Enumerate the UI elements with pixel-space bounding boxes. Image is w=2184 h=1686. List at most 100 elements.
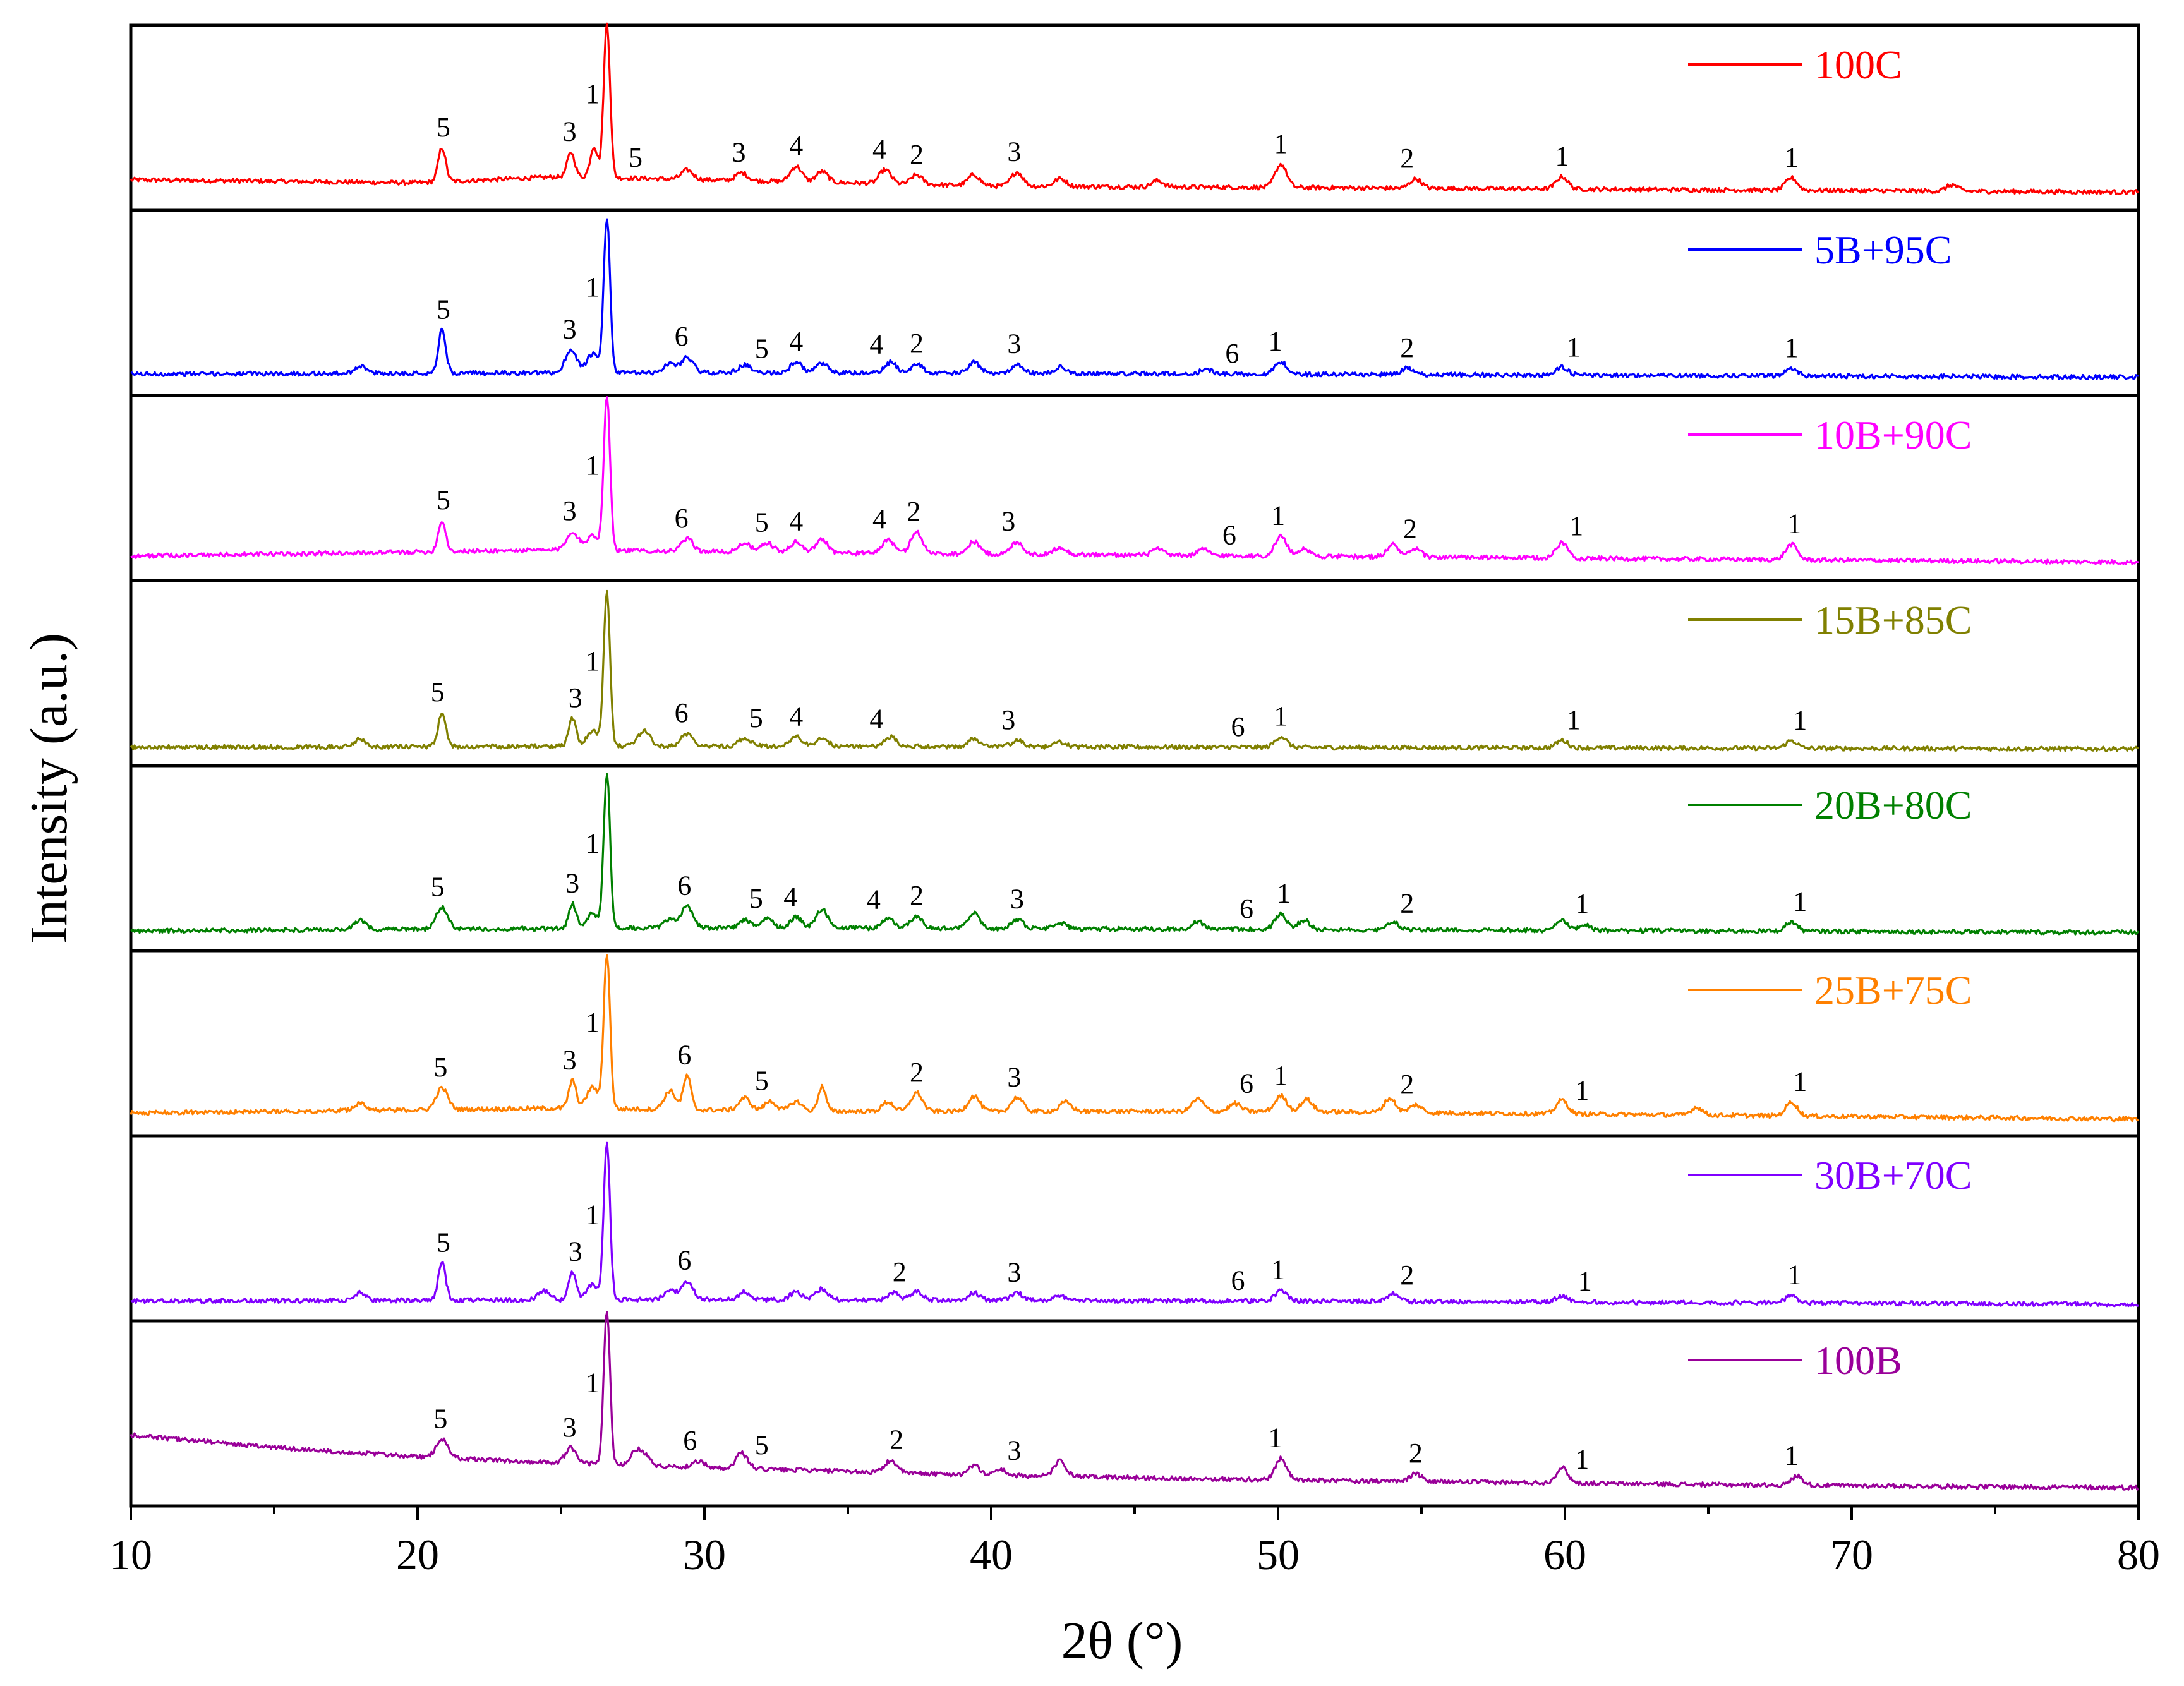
series-line-25B+75C [130,954,2139,1123]
legend-label: 100B [1814,1338,1902,1383]
peak-label: 3 [569,1236,582,1267]
peak-label: 3 [1007,328,1021,359]
peak-label: 5 [437,112,450,143]
peak-label: 1 [1785,142,1799,173]
peak-label: 1 [1793,704,1807,735]
peak-label: 1 [1567,332,1581,363]
peak-label: 4 [869,703,883,734]
peak-label: 4 [872,134,886,165]
peak-label: 4 [789,130,803,161]
peak-label: 3 [1007,1435,1021,1466]
x-tick-label: 20 [396,1531,439,1579]
peak-label: 1 [1793,1066,1807,1097]
peak-label: 3 [563,314,577,345]
peak-label: 1 [586,1367,600,1398]
peak-label: 5 [431,872,445,903]
peak-label: 5 [437,1227,450,1258]
legend-label: 30B+70C [1814,1153,1972,1198]
peak-label: 5 [755,507,769,538]
peak-label: 6 [675,697,689,728]
peak-label: 1 [586,272,600,303]
series-line-20B+80C [130,773,2140,936]
peak-label: 6 [683,1425,697,1456]
peak-label: 4 [789,505,803,536]
series-line-5B+95C [130,218,2139,380]
peak-label: 1 [586,1007,600,1038]
peak-label: 3 [1010,883,1024,914]
peak-label: 5 [629,142,643,173]
peak-label: 1 [586,646,600,677]
x-tick-label: 70 [1830,1531,1873,1579]
peak-label: 4 [867,884,881,915]
peak-label: 1 [1787,509,1801,539]
peak-label: 1 [1274,128,1288,159]
peak-label: 2 [910,1057,924,1088]
x-axis-title: 2θ (°) [1061,1611,1183,1670]
peak-label: 1 [1274,701,1288,732]
peak-label: 2 [1409,1438,1423,1469]
series-line-10B+90C [130,396,2139,565]
peak-label: 2 [1400,332,1414,363]
peak-label: 4 [869,329,883,360]
legend-label: 5B+95C [1814,227,1952,272]
x-axis: 10 20 30 40 50 60 70 80 [109,1506,2160,1579]
peak-label: 1 [1271,1255,1285,1286]
peak-label: 6 [1231,1265,1245,1296]
peak-label: 1 [1268,1423,1282,1454]
peak-label: 3 [1007,1061,1021,1092]
peak-label: 6 [1240,1068,1253,1099]
peak-label: 1 [1793,886,1807,917]
peak-label: 1 [586,1200,600,1231]
peak-label: 3 [563,116,577,147]
legend-label: 20B+80C [1814,783,1972,828]
peak-label: 3 [563,495,577,526]
peak-label: 2 [1400,1069,1414,1100]
peak-label: 1 [1578,1266,1592,1297]
series-line-30B+70C [130,1141,2139,1308]
peak-label: 5 [749,702,763,733]
peak-label: 6 [677,1039,691,1070]
peak-label: 6 [1222,519,1236,550]
peak-label: 3 [563,1044,577,1075]
peak-label: 1 [1555,141,1569,172]
peak-label: 1 [1268,326,1282,357]
peak-label: 3 [563,1412,577,1443]
peak-label: 2 [1400,1260,1414,1291]
series-line-15B+85C [130,589,2139,752]
peak-label: 2 [910,328,924,359]
peak-label: 6 [677,1245,691,1276]
peak-label: 1 [1787,1259,1801,1290]
peak-label: 3 [1007,136,1021,167]
peak-label: 5 [749,883,763,914]
peak-label: 5 [437,294,450,325]
peak-label: 1 [1575,888,1589,919]
x-tick-label: 60 [1543,1531,1586,1579]
peak-label: 6 [675,503,689,534]
x-tick-label: 30 [683,1531,726,1579]
legend-label: 25B+75C [1814,968,1972,1013]
peak-label: 1 [1271,500,1285,531]
peak-label: 5 [755,1430,769,1460]
peak-label: 2 [907,496,920,527]
peak-label: 2 [1400,143,1414,174]
peak-label: 6 [675,321,689,352]
peak-label: 6 [1225,338,1239,369]
peak-label: 3 [569,682,582,713]
peak-label: 4 [789,701,803,732]
peak-label: 3 [565,868,579,899]
peak-label: 2 [1400,888,1414,919]
peak-label: 4 [872,503,886,534]
peak-label: 1 [1567,704,1581,735]
x-tick-label: 10 [109,1531,152,1579]
series-line-100C [130,22,2140,195]
peak-label: 1 [1277,878,1291,909]
peak-label: 5 [431,677,445,708]
peak-label: 3 [1007,1256,1021,1287]
peak-label: 5 [755,1065,769,1096]
